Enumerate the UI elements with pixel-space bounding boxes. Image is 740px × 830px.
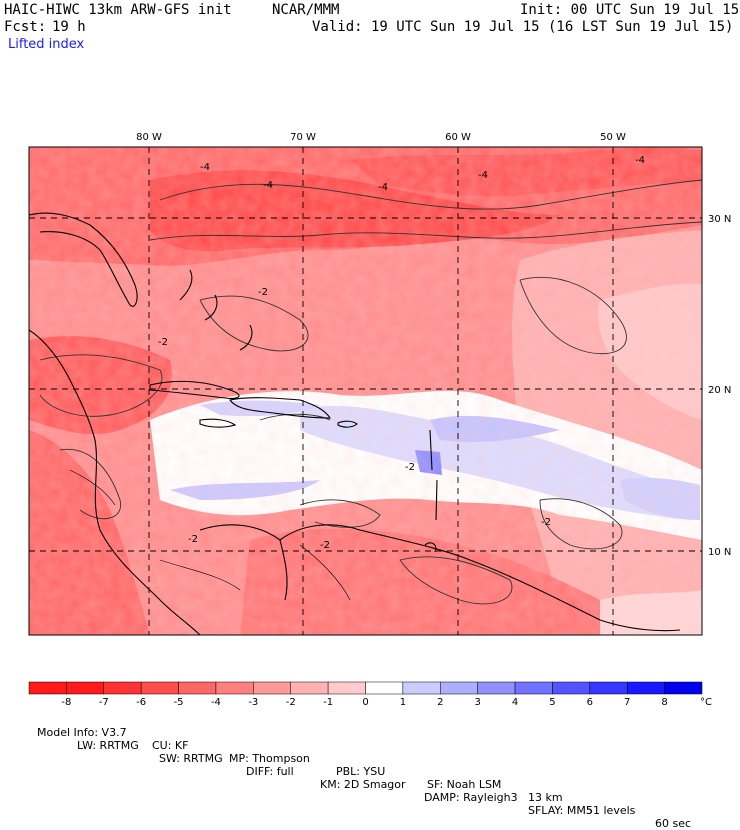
lon-label-50w: 50 W — [600, 132, 626, 143]
longwave-scheme: LW: RRTMG — [77, 739, 139, 752]
colorbar-tick-label: 2 — [437, 697, 443, 708]
time-step: 60 sec — [655, 817, 692, 830]
field-name: Lifted index — [8, 37, 85, 52]
colorbar-bin — [402, 681, 441, 695]
colorbar-bin — [253, 681, 291, 695]
contour-label: -2 — [158, 337, 168, 348]
contour-label: -2 — [405, 462, 415, 473]
resolution: 13 km — [528, 791, 563, 804]
graticule — [29, 147, 702, 635]
colorbar-bin — [28, 681, 67, 695]
contour-label: -4 — [478, 170, 488, 181]
colorbar-tick-label: -5 — [174, 697, 184, 708]
colorbar-tick-label: 3 — [474, 697, 480, 708]
colorbar-bin — [327, 681, 366, 695]
model-title: HAIC-HIWC 13km ARW-GFS init — [4, 2, 232, 18]
shortwave-scheme: SW: RRTMG — [159, 752, 223, 765]
vertical-levels: 51 levels — [586, 804, 636, 817]
colorbar-bin — [477, 681, 516, 695]
colorbar-bin — [440, 681, 478, 695]
contour-label: -4 — [378, 182, 388, 193]
contour-label: -2 — [258, 287, 268, 298]
colorbar-tick-label: -8 — [61, 697, 71, 708]
colorbar-tick-label: 7 — [624, 697, 630, 708]
colorbar-tick-label: 8 — [661, 697, 667, 708]
map-frame — [28, 146, 703, 636]
lon-label-70w: 70 W — [290, 132, 316, 143]
contour-label: -4 — [635, 155, 645, 166]
valid-time: Valid: 19 UTC Sun 19 Jul 15 (16 LST Sun … — [312, 19, 734, 35]
microphysics-scheme: MP: Thompson — [229, 752, 310, 765]
colorbar-tick-label: -7 — [99, 697, 109, 708]
contour-label: -2 — [541, 517, 551, 528]
colorbar-bin — [589, 681, 628, 695]
colorbar-bin — [140, 681, 179, 695]
colorbar-tick-label: -2 — [286, 697, 296, 708]
lon-label-80w: 80 W — [136, 132, 162, 143]
colorbar-tick-label: 0 — [362, 697, 368, 708]
colorbar-tick-label: 1 — [400, 697, 406, 708]
center-name: NCAR/MMM — [272, 2, 340, 18]
colorbar-bin — [290, 681, 329, 695]
country-borders — [69, 469, 351, 601]
lon-label-60w: 60 W — [445, 132, 471, 143]
contour-value-labels: -4 -4 -4 -4 -4 -2 -2 -2 -2 -2 -2 — [158, 155, 645, 551]
cumulus-scheme: CU: KF — [152, 739, 189, 752]
colorbar-tick-label: -3 — [248, 697, 258, 708]
colorbar-bin — [66, 681, 105, 695]
surface-scheme: SF: Noah LSM — [427, 778, 502, 791]
colorbar-tick-label: 4 — [512, 697, 518, 708]
field-shading — [29, 147, 702, 635]
colorbar-tick-label: 5 — [549, 697, 555, 708]
colorbar: -8 -7 -6 -5 -4 -3 -2 -1 0 1 2 3 4 5 6 7 8 °C — [28, 681, 712, 708]
lat-label-20n: 20 N — [708, 385, 731, 396]
forecast-label: Fcst: — [4, 19, 47, 35]
contour-label: -4 — [200, 162, 210, 173]
contour-lines — [39, 179, 702, 605]
coastlines — [29, 212, 681, 635]
lat-label-10n: 10 N — [708, 547, 731, 558]
init-time: Init: 00 UTC Sun 19 Jul 15 — [520, 2, 740, 18]
colorbar-tick-label: -4 — [211, 697, 221, 708]
colorbar-tick-label: 6 — [587, 697, 593, 708]
surface-layer: SFLAY: MM5 — [528, 804, 593, 817]
colorbar-bin — [552, 681, 591, 695]
colorbar-bin — [626, 681, 665, 695]
damping: DAMP: Rayleigh3 — [424, 791, 518, 804]
diffusion: DIFF: full — [246, 765, 294, 778]
contour-label: -4 — [263, 180, 273, 191]
colorbar-bin — [514, 681, 553, 695]
lifted-index-map: 80 W 70 W 60 W 50 W 30 N 20 N 10 N -4 -4… — [28, 132, 731, 708]
km-option: KM: 2D Smagor — [320, 778, 406, 791]
contour-label: -2 — [320, 540, 330, 551]
colorbar-tick-label: -1 — [323, 697, 333, 708]
contour-label: -2 — [188, 534, 198, 545]
model-info: Model Info: V3.7 — [37, 726, 127, 739]
colorbar-bin — [178, 681, 217, 695]
colorbar-tick-label: -6 — [136, 697, 146, 708]
colorbar-bin — [103, 681, 142, 695]
colorbar-unit: °C — [700, 697, 712, 708]
colorbar-bin — [365, 681, 404, 695]
colorbar-bin — [215, 681, 254, 695]
lat-label-30n: 30 N — [708, 214, 731, 225]
pbl-scheme: PBL: YSU — [336, 765, 386, 778]
colorbar-bin — [664, 681, 703, 695]
forecast-hour: 19 h — [52, 19, 86, 35]
